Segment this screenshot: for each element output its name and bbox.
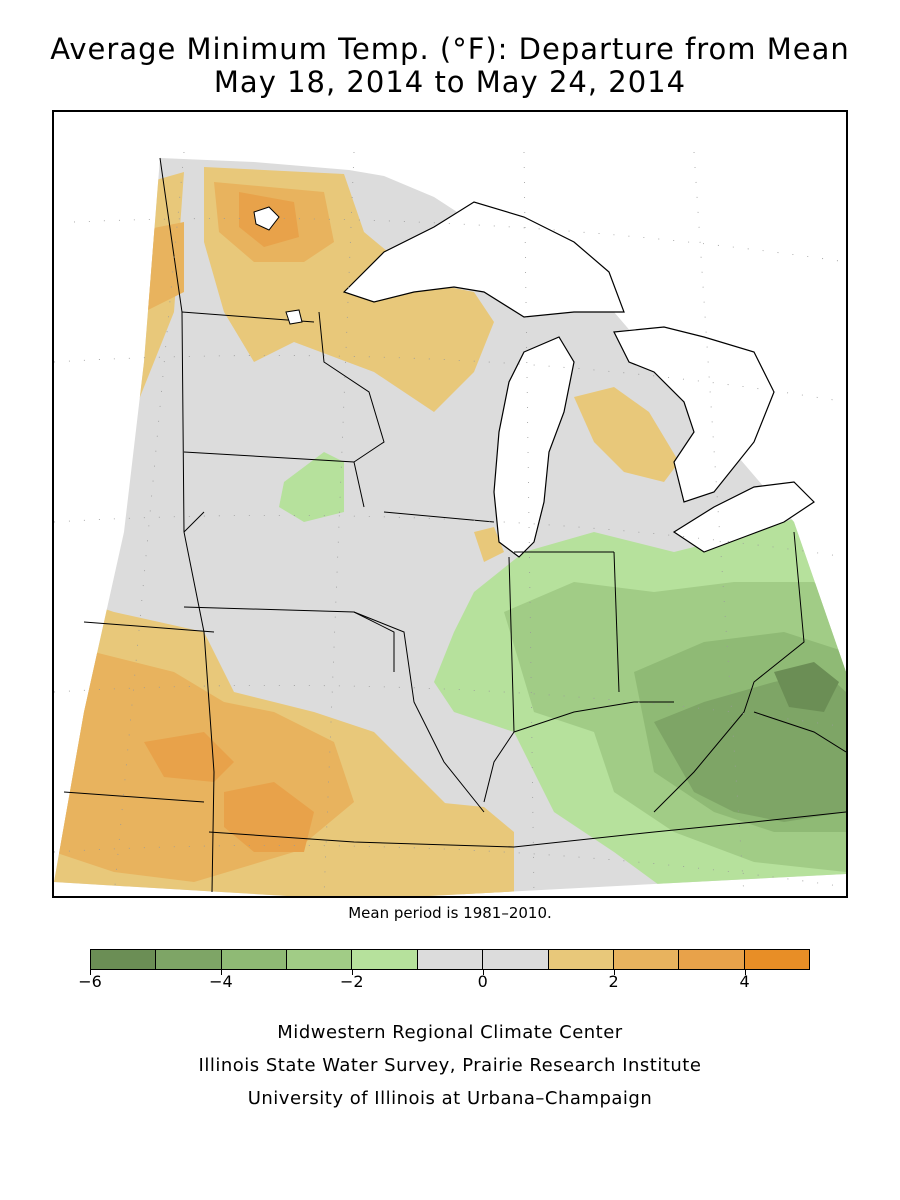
credit-line3: University of Illinois at Urbana–Champai… bbox=[247, 1088, 653, 1109]
legend-tick-mark bbox=[613, 969, 615, 975]
region-cool-east-deep bbox=[654, 672, 846, 822]
region-warm-southern-il bbox=[434, 802, 514, 896]
lake-of-the-woods bbox=[253, 206, 280, 231]
credit-line1: Midwestern Regional Climate Center bbox=[277, 1022, 623, 1043]
legend-tick-mark bbox=[351, 969, 353, 975]
legend-tick-mark bbox=[482, 969, 484, 975]
legend-swatch bbox=[744, 950, 809, 969]
temperature-departure-map bbox=[52, 110, 848, 898]
color-legend bbox=[90, 949, 810, 970]
region-warm-spot bbox=[474, 527, 504, 562]
lake-erie bbox=[672, 481, 815, 553]
legend-swatch bbox=[483, 950, 549, 969]
credit-line2: Illinois State Water Survey, Prairie Res… bbox=[198, 1055, 702, 1076]
legend-ticks: −6 −4 −2 0 2 4 bbox=[78, 969, 810, 1002]
legend-swatch bbox=[287, 950, 353, 969]
legend-swatch bbox=[91, 950, 157, 969]
region-cool-east-deepest bbox=[774, 662, 839, 712]
lake-michigan bbox=[493, 336, 575, 558]
legend-tick-label: −6 bbox=[78, 972, 102, 991]
lake-huron bbox=[613, 326, 775, 503]
region-warm-lower-mi bbox=[574, 387, 679, 482]
legend-swatch bbox=[156, 950, 222, 969]
legend-swatch bbox=[613, 950, 680, 969]
legend-tick-label: 2 bbox=[608, 972, 619, 991]
legend-tick-mark bbox=[220, 969, 222, 975]
legend-swatch bbox=[352, 950, 418, 969]
map-title-line1: Average Minimum Temp. (°F): Departure fr… bbox=[50, 32, 850, 66]
state-boundaries bbox=[63, 157, 846, 893]
legend-tick-mark bbox=[744, 969, 746, 975]
legend-swatch bbox=[548, 950, 614, 969]
legend-swatch bbox=[417, 950, 484, 969]
map-title-line2: May 18, 2014 to May 24, 2014 bbox=[213, 65, 687, 99]
legend-tick-label: −2 bbox=[340, 972, 364, 991]
legend-tick-label: 4 bbox=[739, 972, 750, 991]
mean-period-note: Mean period is 1981–2010. bbox=[348, 904, 552, 922]
legend-swatch bbox=[221, 950, 288, 969]
legend-tick-mark bbox=[90, 969, 91, 975]
lake-superior bbox=[342, 201, 625, 318]
legend-tick-label: −4 bbox=[209, 972, 233, 991]
legend-swatch bbox=[679, 950, 745, 969]
region-warm-west-strong bbox=[144, 732, 234, 782]
legend-tick-label: 0 bbox=[477, 972, 488, 991]
lake-mille-lacs bbox=[285, 309, 303, 325]
region-cool-mn-spot bbox=[279, 452, 344, 522]
